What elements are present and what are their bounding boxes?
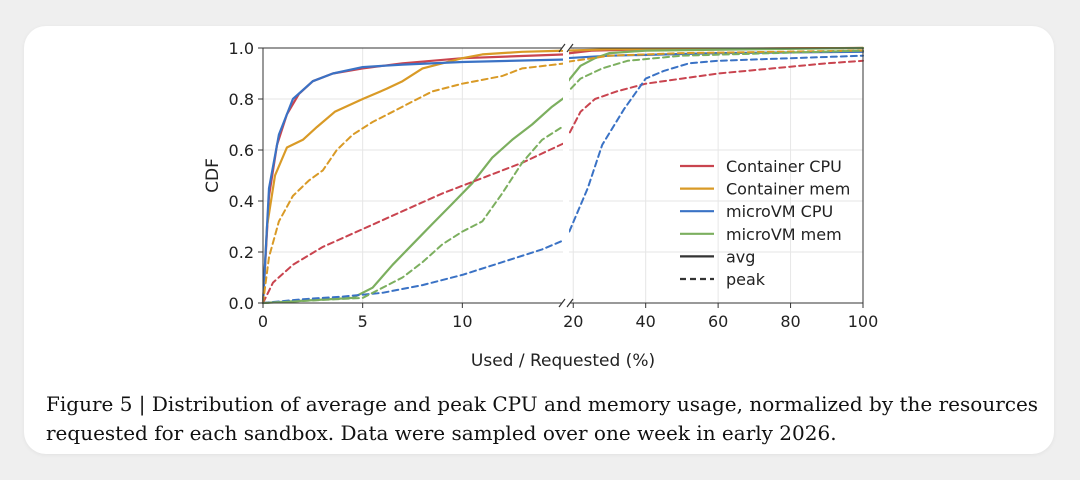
legend-label: Container CPU (726, 157, 842, 176)
y-tick-label: 0.0 (229, 294, 254, 313)
axis-break-mark (558, 298, 566, 308)
microvm-mem-avg-line (261, 46, 865, 305)
legend-label: microVM CPU (726, 202, 833, 221)
figure-caption: Figure 5 | Distribution of average and p… (46, 390, 1056, 448)
container-mem-avg-line (261, 46, 865, 305)
microvm-cpu-peak-line (262, 54, 864, 304)
axis-break-mark (558, 43, 566, 53)
caption-line-2: requested for each sandbox. Data were sa… (46, 421, 837, 445)
y-tick-label: 0.4 (229, 192, 254, 211)
axis-break-cover (562, 46, 570, 50)
container-mem-peak-line (262, 49, 864, 304)
x-tick-label: 80 (780, 312, 800, 331)
legend-label: peak (726, 270, 766, 289)
y-tick-label: 1.0 (229, 39, 254, 58)
microvm-mem-peak-line (262, 49, 864, 304)
x-tick-label: 100 (848, 312, 879, 331)
axis-break-gap (563, 50, 569, 301)
axis-break-cover (562, 301, 570, 305)
axis-break-mark (566, 298, 574, 308)
x-tick-label: 5 (358, 312, 368, 331)
x-axis-label: Used / Requested (%) (471, 351, 655, 371)
legend-label: avg (726, 247, 755, 266)
x-tick-label: 10 (452, 312, 472, 331)
y-tick-label: 0.2 (229, 243, 254, 262)
legend-label: Container mem (726, 180, 850, 199)
y-tick-label: 0.6 (229, 141, 254, 160)
caption-line-1: Figure 5 | Distribution of average and p… (46, 392, 1039, 416)
x-tick-label: 40 (636, 312, 656, 331)
y-tick-label: 0.8 (229, 90, 254, 109)
figure-card (24, 26, 1054, 454)
axis-break-mark (566, 43, 574, 53)
legend-label: microVM mem (726, 225, 842, 244)
x-tick-label: 0 (258, 312, 268, 331)
container-cpu-avg-line (261, 46, 865, 305)
x-tick-label: 20 (563, 312, 583, 331)
x-tick-label: 60 (708, 312, 728, 331)
y-axis-label: CDF (203, 158, 223, 193)
